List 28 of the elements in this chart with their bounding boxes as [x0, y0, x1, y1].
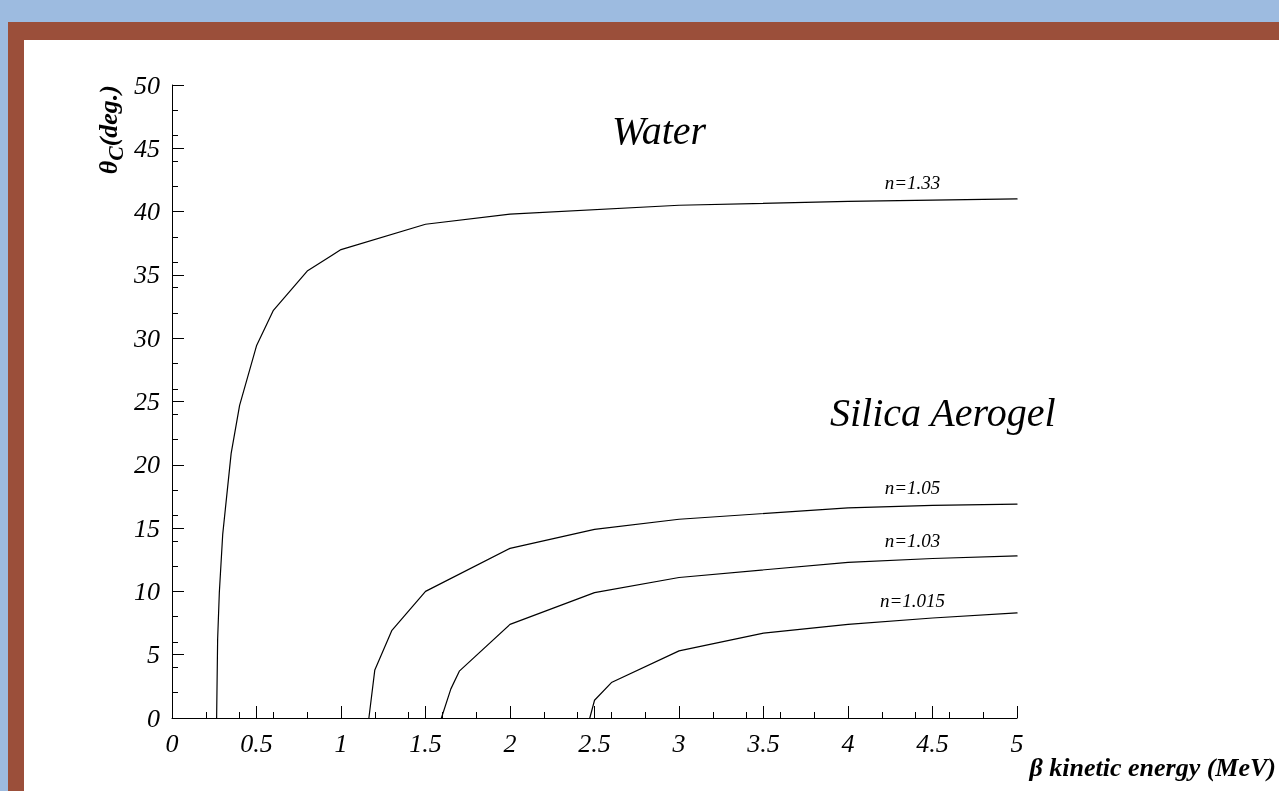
y-tick-label: 20 [134, 450, 160, 480]
series-label: n=1.33 [884, 172, 941, 194]
y-tick-label: 15 [134, 513, 160, 543]
series-label: n=1.03 [884, 530, 941, 552]
x-tick-label: 3.5 [746, 728, 780, 758]
x-tick-label: 0.5 [240, 728, 273, 758]
x-tick-label: 4 [841, 728, 855, 758]
x-tick-label: 1.5 [409, 728, 442, 758]
y-tick-label: 45 [134, 133, 160, 163]
y-tick-label: 0 [147, 703, 160, 733]
y-tick-label: 5 [147, 640, 160, 670]
series-label: n=1.05 [884, 477, 941, 499]
x-tick-label: 4.5 [916, 728, 949, 758]
y-tick-label: 50 [134, 70, 160, 100]
x-tick-label: 2.5 [578, 728, 611, 758]
y-tick-label: 35 [133, 260, 160, 290]
x-tick-label: 5 [1010, 728, 1024, 758]
y-tick-label: 30 [133, 323, 160, 353]
y-tick-label: 10 [134, 576, 160, 606]
annotation: Water [612, 107, 707, 153]
x-tick-label: 2 [503, 728, 517, 758]
y-tick-label: 40 [134, 197, 160, 227]
x-tick-label: 3 [671, 728, 686, 758]
x-tick-label: 1 [334, 728, 348, 758]
series-label: n=1.015 [880, 589, 946, 611]
y-tick-label: 25 [134, 387, 160, 416]
annotation: Silica Aerogel [830, 389, 1056, 435]
x-axis-title: β kinetic energy (MeV) [1028, 752, 1276, 782]
